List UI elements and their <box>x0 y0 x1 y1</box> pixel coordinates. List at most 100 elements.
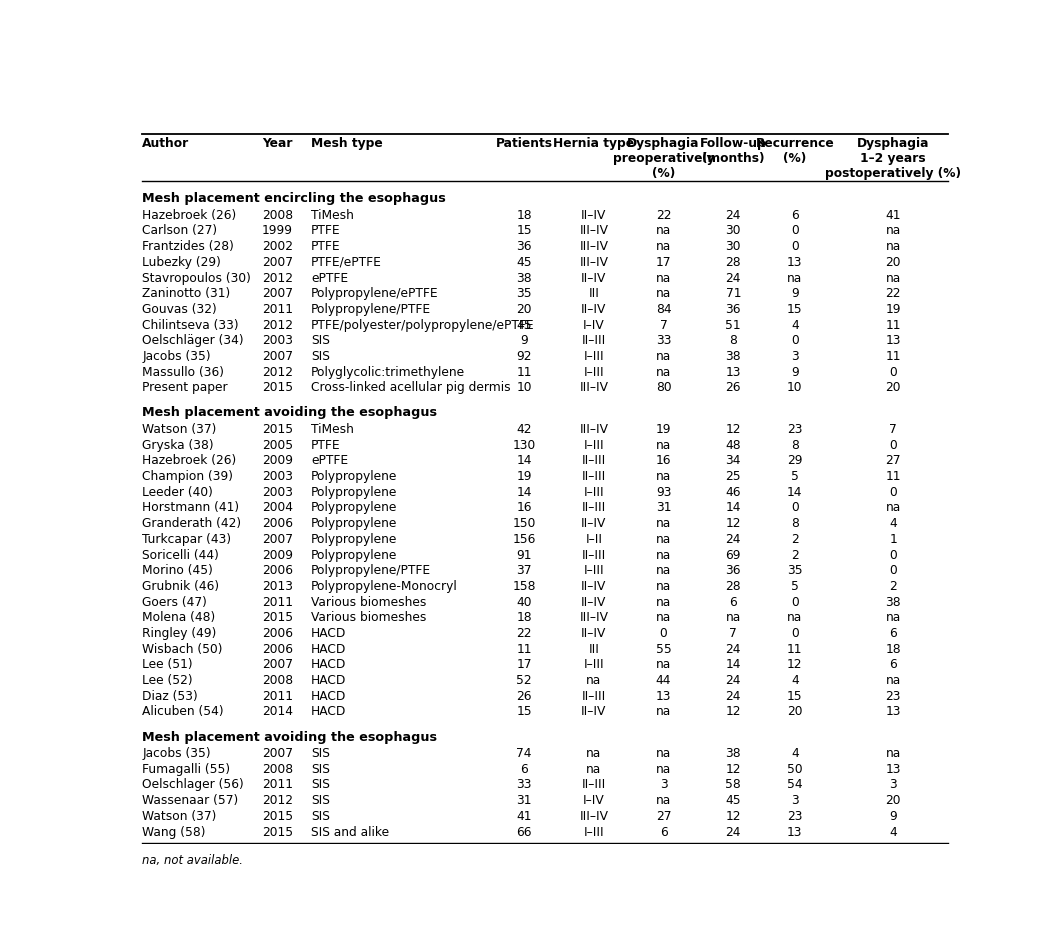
Text: 2006: 2006 <box>261 643 293 656</box>
Text: 6: 6 <box>521 763 528 775</box>
Text: 74: 74 <box>516 747 532 760</box>
Text: 28: 28 <box>726 256 741 269</box>
Text: 38: 38 <box>726 747 741 760</box>
Text: 2: 2 <box>791 549 799 561</box>
Text: na: na <box>656 439 671 451</box>
Text: 9: 9 <box>791 366 799 378</box>
Text: II–III: II–III <box>582 778 606 792</box>
Text: Wang (58): Wang (58) <box>142 826 205 839</box>
Text: 12: 12 <box>726 705 741 719</box>
Text: 0: 0 <box>791 240 799 253</box>
Text: 2007: 2007 <box>261 533 293 546</box>
Text: 13: 13 <box>656 690 672 702</box>
Text: 2011: 2011 <box>261 778 293 792</box>
Text: 12: 12 <box>726 810 741 823</box>
Text: na: na <box>656 705 671 719</box>
Text: 40: 40 <box>516 595 532 609</box>
Text: SIS: SIS <box>311 747 330 760</box>
Text: 13: 13 <box>726 366 741 378</box>
Text: PTFE/ePTFE: PTFE/ePTFE <box>311 256 382 269</box>
Text: SIS: SIS <box>311 350 330 363</box>
Text: HACD: HACD <box>311 643 346 656</box>
Text: 6: 6 <box>729 595 737 609</box>
Text: III–IV: III–IV <box>580 225 608 237</box>
Text: Polypropylene-Monocryl: Polypropylene-Monocryl <box>311 580 458 592</box>
Text: na: na <box>656 271 671 284</box>
Text: TiMesh: TiMesh <box>311 423 353 436</box>
Text: 6: 6 <box>890 658 897 671</box>
Text: 13: 13 <box>787 256 803 269</box>
Text: 11: 11 <box>886 319 901 332</box>
Text: 2013: 2013 <box>261 580 293 592</box>
Text: I–III: I–III <box>584 564 604 577</box>
Text: Author: Author <box>142 137 189 150</box>
Text: Mesh placement avoiding the esophagus: Mesh placement avoiding the esophagus <box>142 407 437 419</box>
Text: III–IV: III–IV <box>580 423 608 436</box>
Text: 0: 0 <box>791 627 799 640</box>
Text: 41: 41 <box>516 810 532 823</box>
Text: 2009: 2009 <box>261 549 293 561</box>
Text: Ringley (49): Ringley (49) <box>142 627 217 640</box>
Text: Turkcapar (43): Turkcapar (43) <box>142 533 232 546</box>
Text: SIS: SIS <box>311 810 330 823</box>
Text: 52: 52 <box>516 674 532 687</box>
Text: 0: 0 <box>890 366 897 378</box>
Text: 33: 33 <box>656 335 672 347</box>
Text: 8: 8 <box>790 517 799 530</box>
Text: Polypropylene/ePTFE: Polypropylene/ePTFE <box>311 287 439 301</box>
Text: na: na <box>656 564 671 577</box>
Text: 2015: 2015 <box>261 810 293 823</box>
Text: 20: 20 <box>516 303 532 316</box>
Text: Various biomeshes: Various biomeshes <box>311 611 426 625</box>
Text: 42: 42 <box>516 423 532 436</box>
Text: II–III: II–III <box>582 454 606 467</box>
Text: 14: 14 <box>516 454 532 467</box>
Text: 38: 38 <box>726 350 741 363</box>
Text: 2003: 2003 <box>261 470 293 483</box>
Text: 2007: 2007 <box>261 287 293 301</box>
Text: 51: 51 <box>726 319 741 332</box>
Text: 48: 48 <box>726 439 741 451</box>
Text: Horstmann (41): Horstmann (41) <box>142 501 239 515</box>
Text: 27: 27 <box>886 454 901 467</box>
Text: 12: 12 <box>726 423 741 436</box>
Text: 24: 24 <box>726 643 741 656</box>
Text: Polypropylene: Polypropylene <box>311 533 398 546</box>
Text: 24: 24 <box>726 533 741 546</box>
Text: na: na <box>886 747 900 760</box>
Text: Polypropylene: Polypropylene <box>311 549 398 561</box>
Text: 2: 2 <box>791 533 799 546</box>
Text: na: na <box>656 549 671 561</box>
Text: 19: 19 <box>516 470 532 483</box>
Text: 17: 17 <box>516 658 532 671</box>
Text: 13: 13 <box>886 763 901 775</box>
Text: na: na <box>656 794 671 807</box>
Text: 8: 8 <box>790 439 799 451</box>
Text: 34: 34 <box>726 454 741 467</box>
Text: na, not available.: na, not available. <box>142 854 243 866</box>
Text: 2007: 2007 <box>261 747 293 760</box>
Text: 35: 35 <box>787 564 803 577</box>
Text: 24: 24 <box>726 271 741 284</box>
Text: 12: 12 <box>787 658 803 671</box>
Text: 2009: 2009 <box>261 454 293 467</box>
Text: 46: 46 <box>726 485 741 499</box>
Text: na: na <box>656 580 671 592</box>
Text: 30: 30 <box>726 240 741 253</box>
Text: Watson (37): Watson (37) <box>142 423 217 436</box>
Text: 18: 18 <box>516 209 532 222</box>
Text: 13: 13 <box>886 705 901 719</box>
Text: na: na <box>656 287 671 301</box>
Text: na: na <box>656 366 671 378</box>
Text: 7: 7 <box>890 423 897 436</box>
Text: 36: 36 <box>726 303 741 316</box>
Text: II–III: II–III <box>582 470 606 483</box>
Text: 20: 20 <box>886 794 901 807</box>
Text: 2012: 2012 <box>261 271 293 284</box>
Text: 1: 1 <box>890 533 897 546</box>
Text: HACD: HACD <box>311 674 346 687</box>
Text: Alicuben (54): Alicuben (54) <box>142 705 223 719</box>
Text: 14: 14 <box>516 485 532 499</box>
Text: Polypropylene: Polypropylene <box>311 501 398 515</box>
Text: 150: 150 <box>512 517 535 530</box>
